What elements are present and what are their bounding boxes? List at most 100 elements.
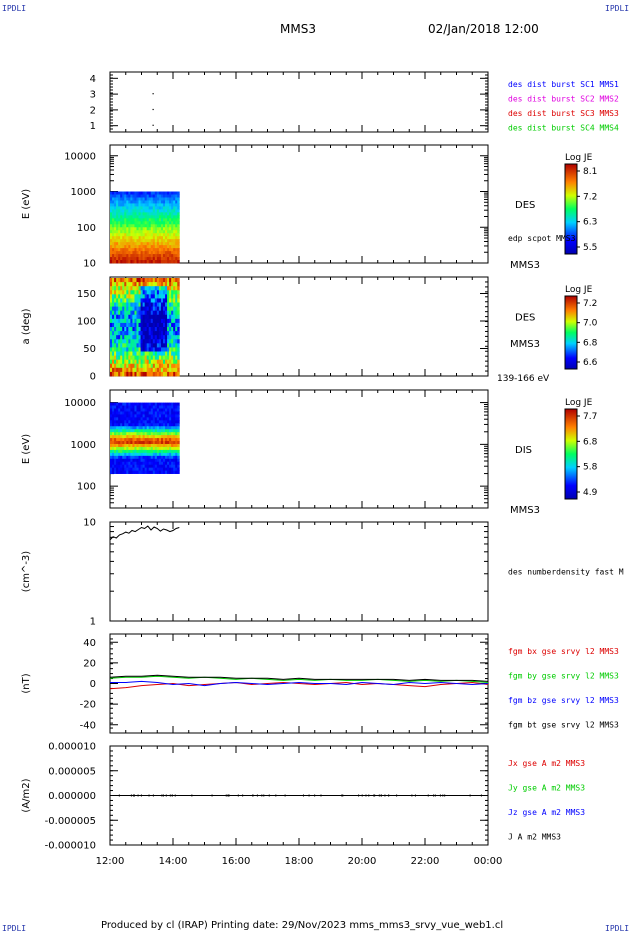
heatmap-cell	[110, 218, 113, 222]
heatmap-cell	[118, 411, 121, 415]
heatmap-cell	[118, 355, 121, 361]
heatmap-cell	[177, 408, 180, 412]
heatmap-cell	[118, 335, 121, 340]
heatmap-cell	[146, 191, 150, 195]
heatmap-cell	[122, 441, 125, 445]
heatmap-cell	[122, 239, 125, 243]
heatmap-cell	[148, 306, 152, 312]
heatmap-cell	[120, 429, 123, 433]
heatmap-cell	[156, 233, 160, 237]
heatmap-cell	[154, 363, 158, 369]
heatmap-cell	[152, 455, 156, 460]
heatmap-cell	[140, 306, 144, 312]
heatmap-cell	[114, 298, 117, 303]
heatmap-cell	[118, 221, 121, 225]
heatmap-cell	[152, 467, 156, 472]
heatmap-cell	[169, 367, 172, 373]
heatmap-cell	[162, 414, 166, 418]
heatmap-cell	[160, 347, 164, 352]
heatmap-cell	[177, 318, 180, 324]
heatmap-cell	[116, 355, 119, 361]
heatmap-cell	[175, 200, 178, 204]
heatmap-cell	[148, 443, 152, 448]
heatmap-cell	[124, 203, 127, 207]
colorbar-tick-label: 7.2	[583, 192, 597, 202]
heatmap-cell	[160, 367, 164, 373]
heatmap-cell	[175, 470, 178, 474]
heatmap-cell	[118, 224, 121, 228]
heatmap-cell	[144, 233, 148, 237]
heatmap-cell	[124, 242, 127, 246]
heatmap-cell	[142, 251, 146, 255]
heatmap-cell	[120, 200, 123, 204]
heatmap-cell	[122, 230, 125, 234]
heatmap-cell	[171, 282, 174, 287]
y-axis-label: E (eV)	[21, 434, 32, 464]
heatmap-cell	[144, 355, 148, 361]
y-tick-label: 10000	[64, 151, 96, 162]
heatmap-cell	[124, 310, 127, 316]
heatmap-cell	[165, 452, 168, 457]
heatmap-cell	[169, 363, 172, 369]
heatmap-cell	[148, 278, 152, 283]
heatmap-cell	[116, 420, 119, 424]
heatmap-cell	[173, 322, 176, 328]
heatmap-cell	[124, 212, 127, 216]
heatmap-cell	[140, 355, 144, 361]
colorbar-tick-label: 6.3	[583, 218, 597, 228]
heatmap-cell	[138, 458, 141, 463]
heatmap-cell	[114, 278, 117, 283]
heatmap-cell	[122, 467, 125, 472]
heatmap-cell	[132, 227, 135, 231]
heatmap-cell	[114, 290, 117, 295]
heatmap-cell	[160, 411, 164, 415]
heatmap-cell	[112, 423, 115, 427]
heatmap-cell	[142, 224, 146, 228]
heatmap-cell	[175, 218, 178, 222]
heatmap-cell	[144, 302, 148, 307]
heatmap-cell	[177, 327, 180, 332]
y-tick-label: 50	[83, 344, 96, 355]
heatmap-cell	[110, 191, 113, 195]
heatmap-cell	[167, 314, 170, 320]
heatmap-cell	[152, 446, 156, 451]
heatmap-cell	[114, 411, 117, 415]
heatmap-cell	[112, 347, 115, 352]
heatmap-cell	[177, 197, 180, 201]
heatmap-cell	[112, 420, 115, 424]
heatmap-cell	[130, 408, 133, 412]
heatmap-cell	[175, 371, 178, 377]
heatmap-cell	[110, 298, 113, 303]
heatmap-cell	[169, 343, 172, 348]
heatmap-cell	[124, 200, 127, 204]
heatmap-cell	[148, 314, 152, 320]
heatmap-cell	[120, 206, 123, 210]
heatmap-cell	[167, 233, 170, 237]
heatmap-cell	[171, 194, 174, 198]
heatmap-cell	[144, 371, 148, 377]
heatmap-cell	[160, 441, 164, 445]
heatmap-cell	[142, 322, 146, 328]
heatmap-cell	[150, 194, 154, 198]
heatmap-cell	[110, 206, 113, 210]
heatmap-cell	[146, 227, 150, 231]
heatmap-cell	[171, 331, 174, 336]
heatmap-cell	[142, 335, 146, 340]
heatmap-cell	[158, 339, 162, 344]
heatmap-cell	[160, 402, 164, 406]
heatmap-cell	[146, 306, 150, 312]
heatmap-cell	[142, 200, 146, 204]
heatmap-cell	[152, 233, 156, 237]
heatmap-cell	[175, 310, 178, 316]
heatmap-cell	[160, 335, 164, 340]
heatmap-cell	[140, 242, 144, 246]
heatmap-cell	[134, 423, 137, 427]
heatmap-cell	[124, 318, 127, 324]
heatmap-cell	[124, 227, 127, 231]
heatmap-cell	[150, 343, 154, 348]
heatmap-cell	[126, 367, 129, 373]
heatmap-cell	[144, 203, 148, 207]
heatmap-cell	[177, 402, 180, 406]
heatmap-cell	[146, 322, 150, 328]
series-line	[109, 525, 180, 541]
